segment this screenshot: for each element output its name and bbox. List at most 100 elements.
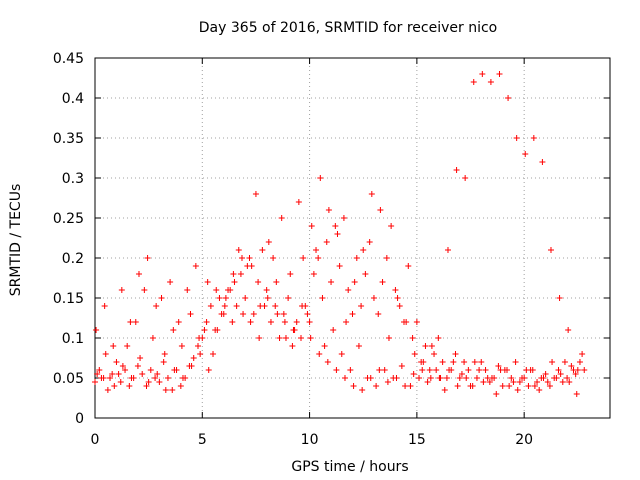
data-point	[300, 255, 307, 261]
data-point	[465, 367, 472, 373]
data-point	[355, 343, 362, 349]
data-points	[92, 71, 588, 397]
data-point	[137, 355, 144, 361]
data-point	[384, 379, 391, 385]
data-point	[383, 255, 390, 261]
data-point	[101, 303, 108, 309]
data-point	[350, 383, 357, 389]
data-point	[205, 367, 212, 373]
data-point	[576, 359, 583, 365]
data-point	[143, 383, 150, 389]
data-point	[210, 351, 217, 357]
data-point	[467, 383, 474, 389]
data-point	[321, 343, 328, 349]
data-point	[376, 367, 383, 373]
data-point	[319, 295, 326, 301]
data-point	[132, 319, 139, 325]
data-point	[456, 375, 463, 381]
data-point	[195, 343, 201, 349]
grid	[95, 58, 610, 418]
data-point	[102, 351, 109, 357]
data-point	[525, 383, 532, 389]
data-point	[557, 371, 564, 377]
data-point	[158, 295, 165, 301]
plot-frame	[94, 57, 611, 419]
data-point	[94, 371, 101, 377]
data-point	[156, 379, 163, 385]
data-point	[433, 367, 440, 373]
data-point	[135, 271, 142, 277]
data-point	[413, 319, 420, 325]
data-point	[351, 279, 358, 285]
data-point	[197, 351, 204, 357]
data-point	[368, 191, 375, 197]
y-tick-label: 0.35	[53, 131, 84, 147]
data-point	[462, 175, 469, 181]
data-point	[476, 367, 483, 373]
data-point	[458, 371, 465, 377]
data-point	[264, 295, 271, 301]
data-point	[379, 279, 386, 285]
data-point	[505, 95, 512, 101]
x-tick-label: 20	[515, 432, 533, 448]
axis-ticks: 0 5 10 15 20 0 0.05 0.1 0.15 0.2 0.25 0.3 0.35 0.4 0.4…	[53, 51, 610, 448]
data-point	[247, 319, 254, 325]
data-point	[274, 311, 281, 317]
data-point	[299, 303, 306, 309]
data-point	[531, 383, 538, 389]
data-point	[221, 303, 228, 309]
data-point	[428, 343, 435, 349]
data-point	[175, 319, 182, 325]
data-point	[360, 247, 367, 253]
data-point	[216, 295, 223, 301]
data-point	[92, 379, 98, 385]
data-point	[126, 383, 133, 389]
data-point	[553, 375, 560, 381]
data-point	[128, 375, 135, 381]
data-point	[556, 295, 563, 301]
data-point	[325, 207, 332, 213]
data-point	[307, 335, 314, 341]
data-point	[573, 391, 580, 397]
data-point	[495, 363, 502, 369]
data-point	[147, 367, 154, 373]
data-point	[496, 71, 503, 77]
data-point	[559, 379, 566, 385]
data-point	[572, 371, 579, 377]
data-point	[510, 379, 517, 385]
data-point	[237, 271, 244, 277]
data-point	[201, 327, 208, 333]
data-point	[568, 363, 575, 369]
data-point	[290, 327, 297, 333]
data-point	[394, 295, 401, 301]
data-point	[324, 359, 331, 365]
data-point	[134, 363, 141, 369]
data-point	[367, 375, 374, 381]
data-point	[244, 263, 251, 269]
data-point	[405, 263, 412, 269]
data-point	[402, 383, 409, 389]
data-point	[306, 319, 313, 325]
data-point	[242, 295, 249, 301]
data-point	[409, 335, 416, 341]
y-tick-label: 0.3	[62, 171, 84, 187]
data-point	[450, 359, 457, 365]
x-tick-label: 15	[408, 432, 426, 448]
data-point	[265, 239, 272, 245]
data-point	[238, 255, 245, 261]
data-point	[392, 287, 399, 293]
data-point	[196, 335, 203, 341]
data-point	[516, 379, 523, 385]
data-point	[272, 303, 279, 309]
data-point	[341, 375, 348, 381]
data-point	[267, 319, 274, 325]
data-point	[527, 367, 534, 373]
data-point	[109, 371, 116, 377]
data-point	[419, 367, 426, 373]
data-point	[333, 367, 340, 373]
data-point	[407, 383, 414, 389]
data-point	[362, 271, 369, 277]
data-point	[153, 303, 160, 309]
y-tick-label: 0.25	[53, 211, 84, 227]
data-point	[152, 375, 159, 381]
